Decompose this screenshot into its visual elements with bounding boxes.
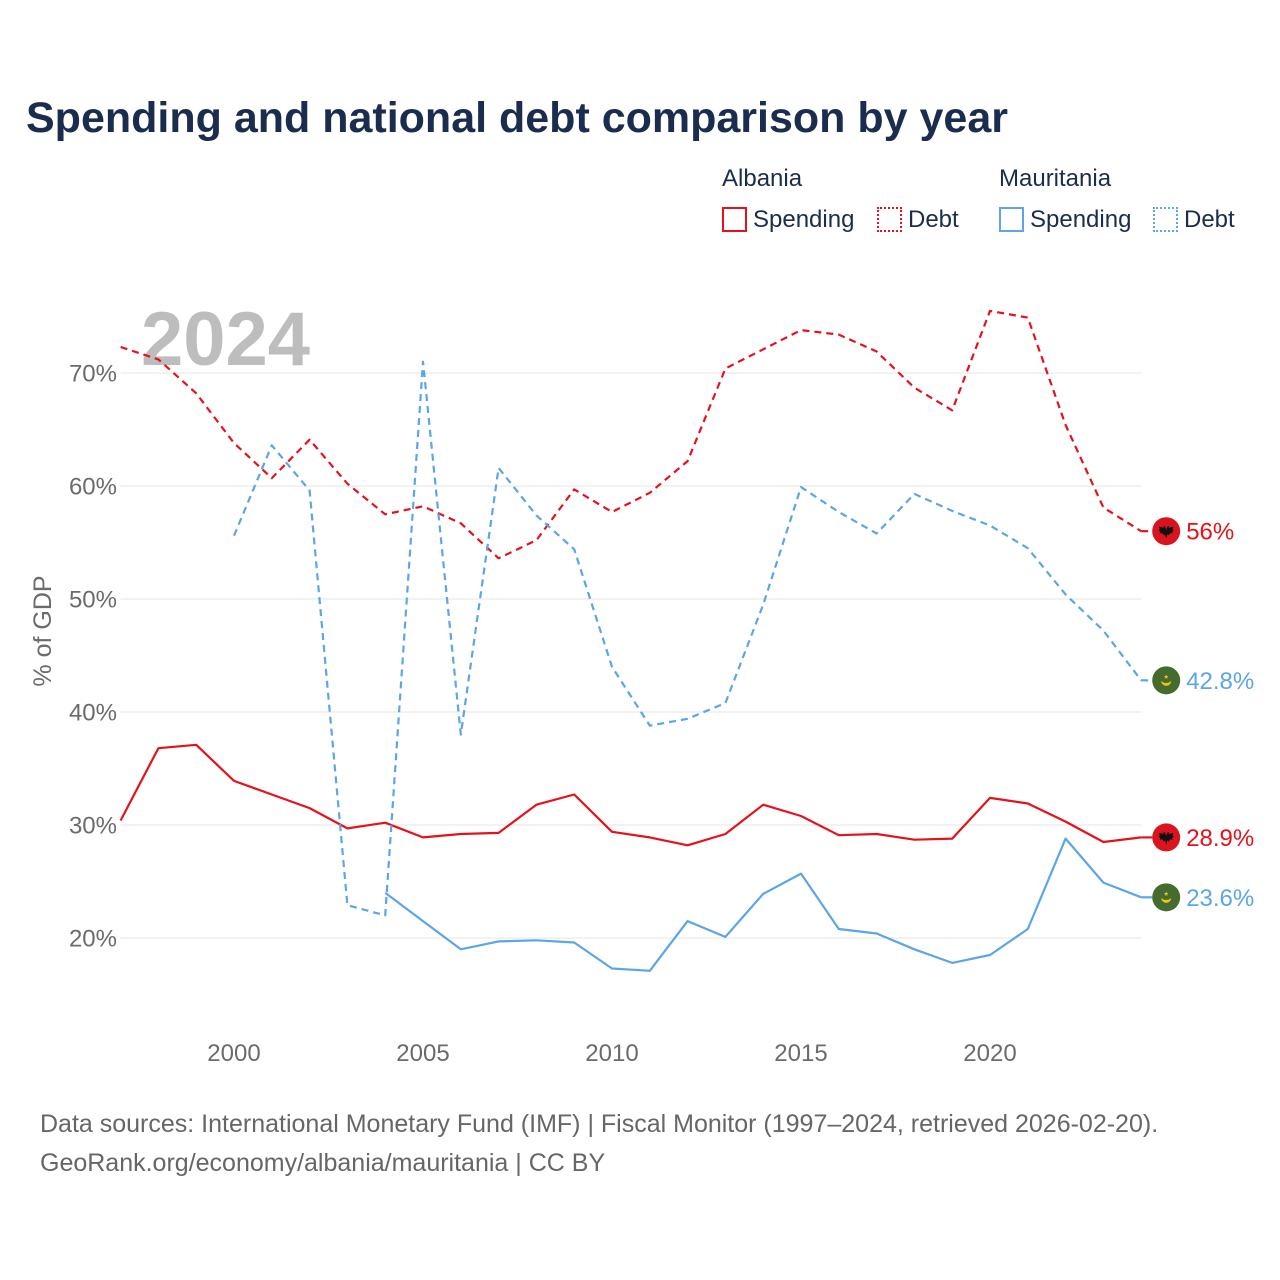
- end-label-albania-spending: 28.9%: [1186, 825, 1254, 852]
- albania-flag-icon: [1152, 517, 1181, 546]
- footer-attribution: GeoRank.org/economy/albania/mauritania |…: [40, 1149, 606, 1177]
- series-lines: [119, 309, 1143, 972]
- legend-item-label: Debt: [1184, 206, 1235, 233]
- legend-group-label-albania: Albania: [722, 165, 803, 192]
- end-label-albania-debt: 56%: [1186, 519, 1234, 546]
- legend-group-label-mauritania: Mauritania: [999, 165, 1112, 192]
- albania-flag-icon: [1152, 823, 1181, 852]
- y-tick-label: 70%: [69, 361, 117, 388]
- series-line-albania-debt: [120, 309, 1142, 560]
- gridlines: [120, 372, 1142, 939]
- y-axis-ticks: 20% 30% 40% 50% 60% 70%: [69, 361, 117, 953]
- legend-swatch-dotted: [877, 207, 902, 232]
- x-tick-label: 2010: [585, 1040, 638, 1067]
- legend-item-label: Debt: [908, 206, 959, 233]
- legend-swatch-solid: [722, 207, 747, 232]
- y-tick-label: 60%: [69, 474, 117, 501]
- series-line-mauritania-spending: [384, 837, 1142, 972]
- chart-title: Spending and national debt comparison by…: [26, 94, 1008, 142]
- legend-item-label: Spending: [1030, 206, 1132, 233]
- legend-item-label: Spending: [753, 206, 855, 233]
- series-line-mauritania-debt: [232, 360, 1143, 917]
- legend-swatch-dotted: [1153, 207, 1178, 232]
- y-tick-label: 30%: [69, 813, 117, 840]
- y-tick-label: 50%: [69, 587, 117, 614]
- footer-source: Data sources: International Monetary Fun…: [40, 1110, 1159, 1138]
- y-axis-title: % of GDP: [29, 575, 57, 686]
- x-tick-label: 2015: [774, 1040, 827, 1067]
- legend-item-albania-spending[interactable]: Spending: [722, 207, 854, 232]
- mauritania-flag-icon: [1152, 666, 1181, 695]
- series-line-albania-spending: [119, 743, 1142, 847]
- end-labels: 28.9% 56% 23.6% 42.8%: [1141, 517, 1254, 912]
- legend-item-mauritania-debt[interactable]: Debt: [1153, 207, 1235, 232]
- year-indicator: 2024: [141, 297, 310, 382]
- y-tick-label: 20%: [69, 926, 117, 953]
- legend-item-albania-debt[interactable]: Debt: [877, 207, 959, 232]
- mauritania-flag-icon: [1152, 883, 1181, 912]
- x-tick-label: 2005: [396, 1040, 449, 1067]
- y-tick-label: 40%: [69, 700, 117, 727]
- x-axis-ticks: 2000 2005 2010 2015 2020: [207, 1040, 1016, 1067]
- end-label-mauritania-spending: 23.6%: [1186, 885, 1254, 912]
- x-tick-label: 2020: [963, 1040, 1016, 1067]
- x-tick-label: 2000: [207, 1040, 260, 1067]
- legend-swatch-solid: [999, 207, 1024, 232]
- end-label-mauritania-debt: 42.8%: [1186, 668, 1254, 695]
- legend-item-mauritania-spending[interactable]: Spending: [999, 207, 1131, 232]
